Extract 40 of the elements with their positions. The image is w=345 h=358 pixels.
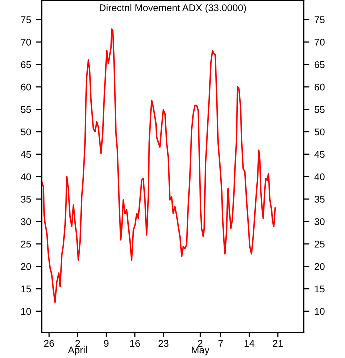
x-tick-label: 2	[198, 340, 203, 347]
x-tick-label: 23	[158, 340, 169, 348]
y2-tick-label: 40	[314, 174, 325, 180]
y2-tick-label: 35	[314, 196, 325, 203]
y-tick-label: 45	[20, 151, 32, 158]
y2-tick-label: 20	[314, 263, 325, 270]
x-tick-label: 16	[130, 340, 140, 348]
y2-tick-label: 65	[314, 61, 325, 68]
y2-tick-label: 10	[315, 308, 325, 316]
y2-tick-label: 60	[314, 84, 325, 91]
y-tick-label: 35	[21, 196, 32, 203]
y-tick-label: 65	[21, 61, 32, 68]
y-tick-label: 60	[21, 84, 32, 91]
y-tick-label: 25	[21, 240, 32, 248]
x-tick-label: 26	[44, 340, 54, 348]
x-tick-label: 14	[244, 340, 255, 347]
y2-tick-label: 45	[314, 151, 325, 158]
x-tick-label: 7	[218, 340, 224, 347]
y-tick-label: 75	[21, 16, 32, 24]
text: May	[192, 346, 210, 356]
x-tick-label: 21	[273, 340, 284, 347]
y-tick-label: 50	[21, 128, 32, 136]
chart-title: Directnl Movement ADX (33.0000)	[100, 4, 246, 14]
y2-tick-label: 55	[314, 106, 325, 114]
y2-tick-label: 75	[314, 16, 325, 24]
y-tick-label: 40	[20, 174, 32, 180]
y2-tick-label: 70	[314, 39, 325, 46]
y-tick-label: 15	[22, 286, 32, 293]
y2-tick-label: 15	[315, 286, 325, 293]
y2-tick-label: 30	[314, 218, 325, 226]
y2-tick-label: 25	[314, 240, 325, 248]
x-tick-label: 9	[104, 340, 109, 348]
y-tick-label: 20	[21, 263, 32, 270]
text: April	[68, 346, 87, 356]
y-tick-label: 70	[21, 39, 32, 46]
x-tick-label: 2	[76, 340, 80, 347]
y-tick-label: 55	[21, 106, 32, 114]
y-tick-label: 30	[21, 218, 32, 226]
y2-tick-label: 50	[314, 128, 325, 136]
y-tick-label: 10	[22, 308, 32, 316]
